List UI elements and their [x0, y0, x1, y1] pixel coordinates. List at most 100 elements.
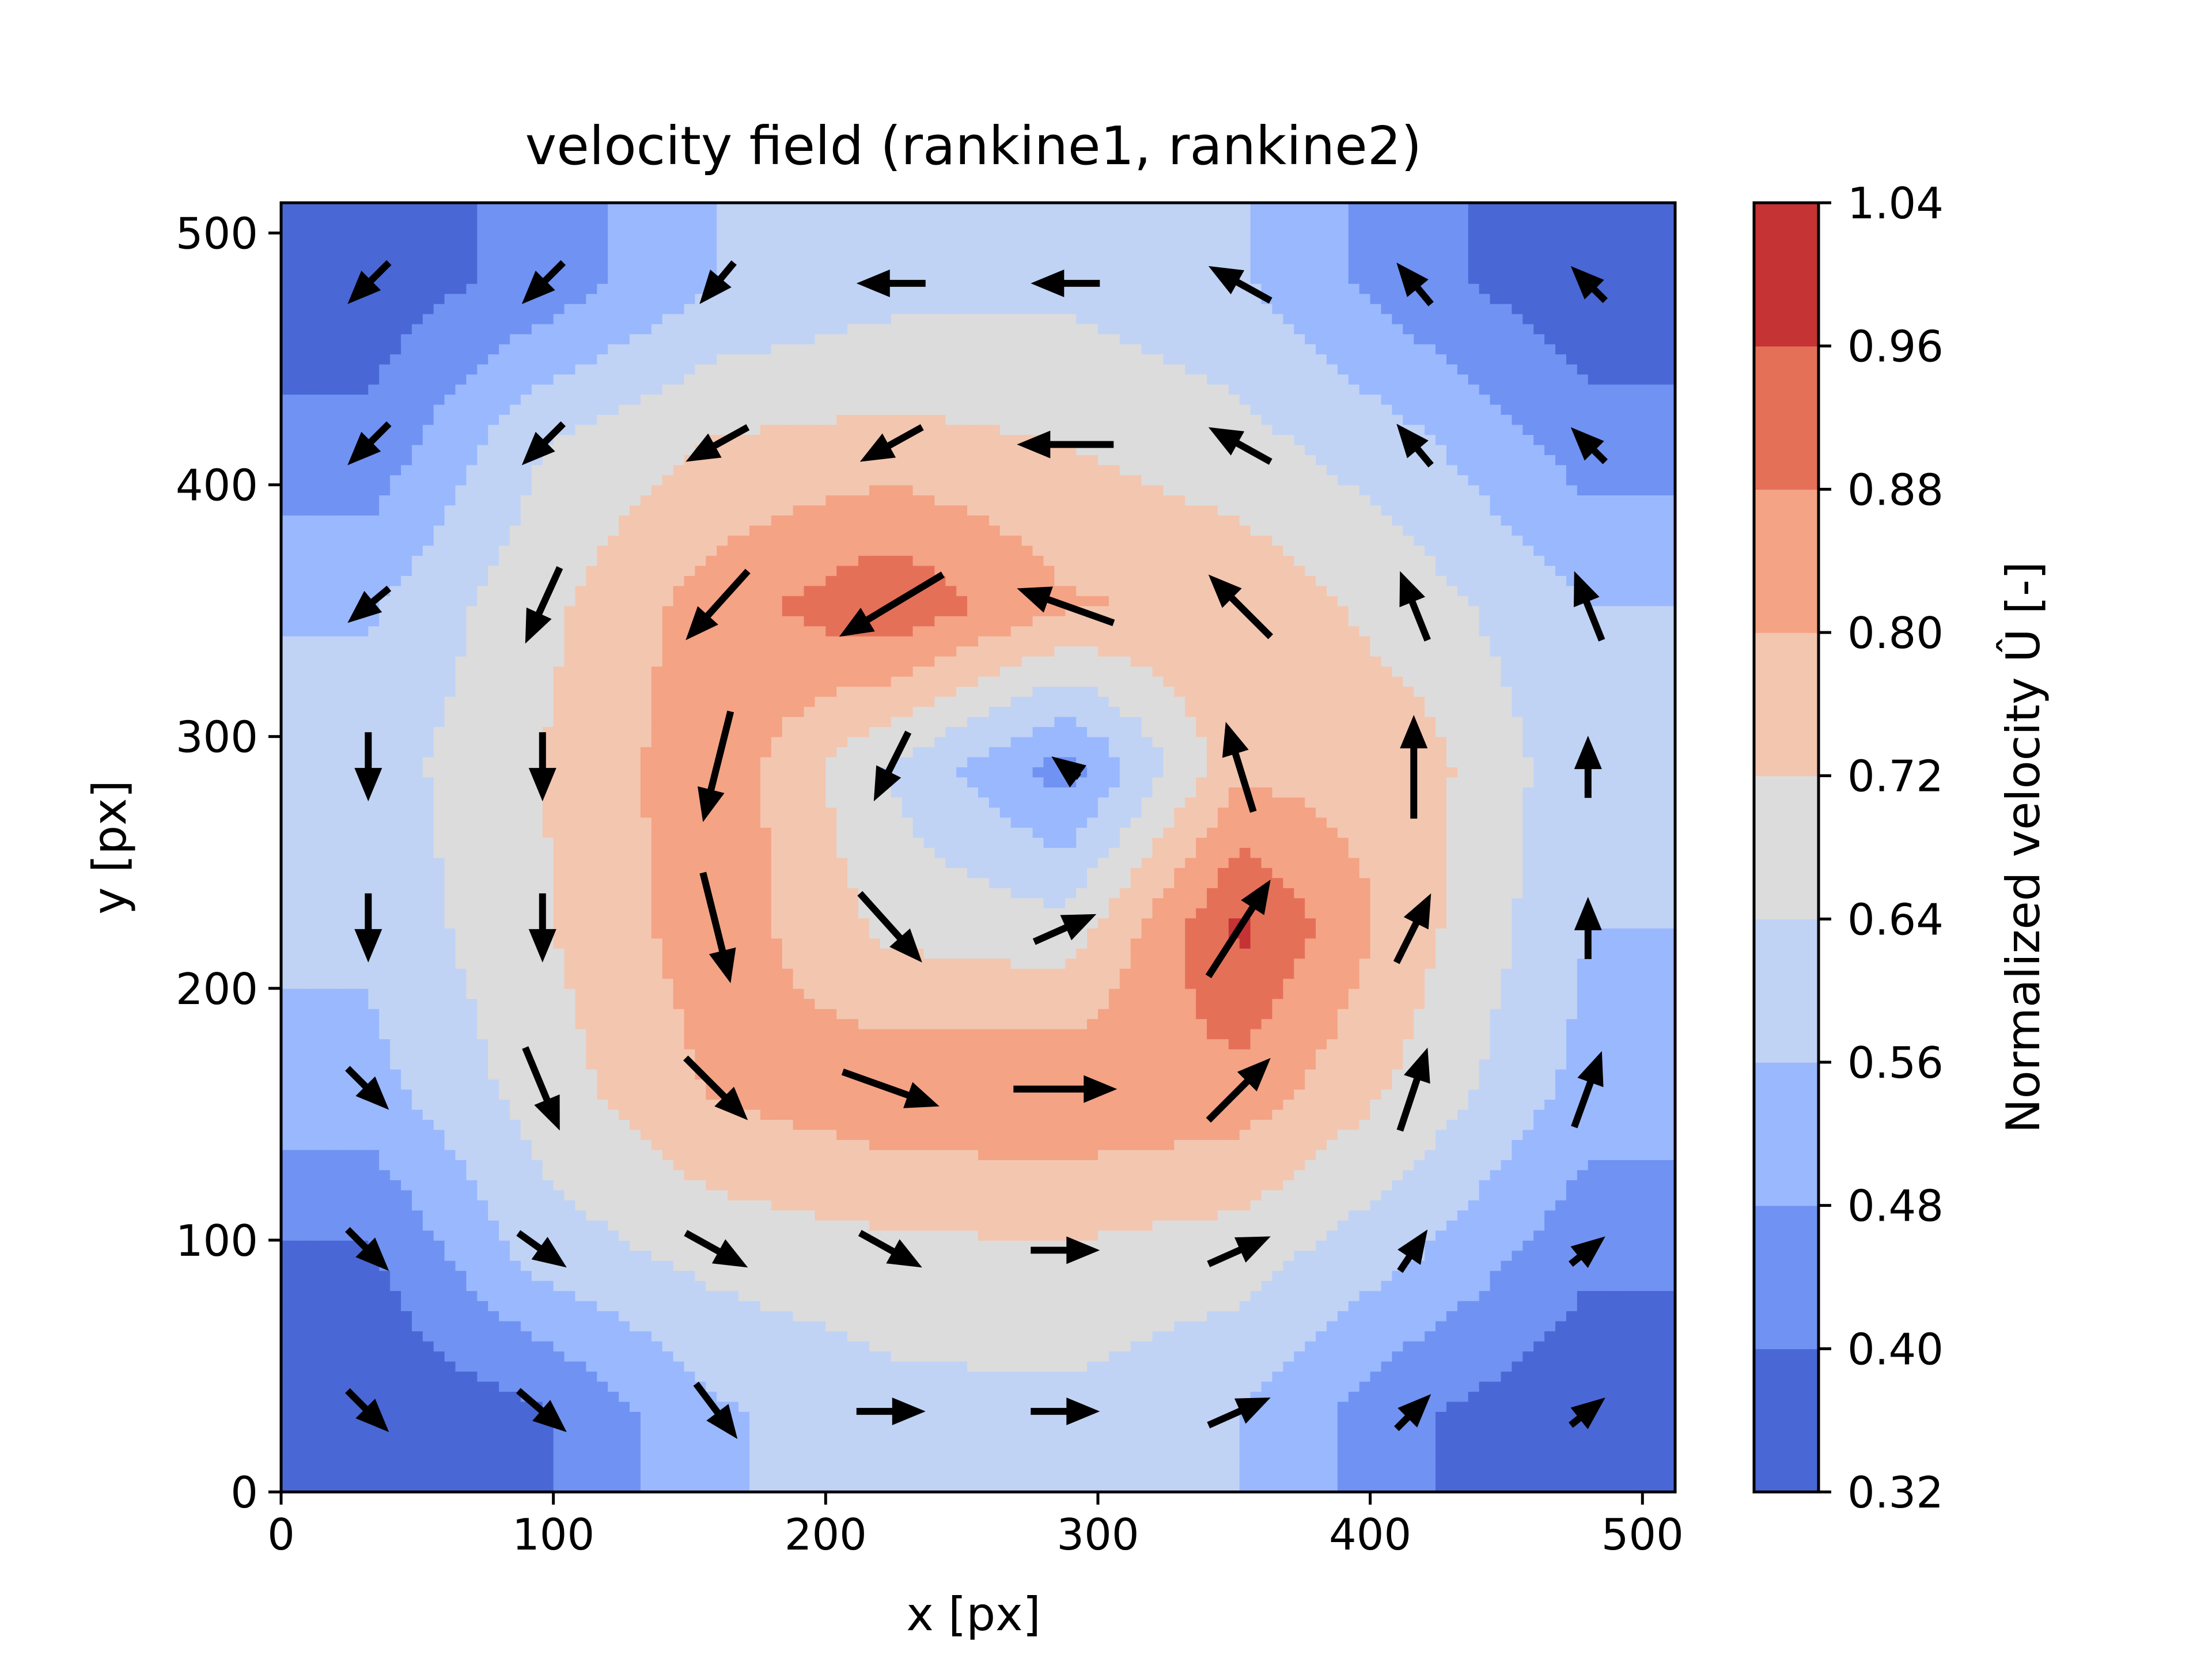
contour-cell — [1620, 1442, 1632, 1452]
contour-cell — [1218, 1170, 1229, 1180]
contour-cell — [1043, 1381, 1055, 1392]
contour-cell — [1272, 1361, 1283, 1372]
contour-cell — [1631, 1422, 1643, 1432]
contour-cell — [499, 1130, 510, 1140]
contour-cell — [913, 1452, 925, 1462]
contour-cell — [401, 1180, 412, 1190]
contour-cell — [1566, 1130, 1578, 1140]
contour-cell — [934, 1351, 946, 1361]
contour-cell — [1098, 1472, 1109, 1482]
contour-cell — [1098, 1139, 1109, 1150]
contour-cell — [684, 1260, 696, 1271]
contour-cell — [597, 1119, 608, 1130]
contour-cell — [1588, 1431, 1600, 1442]
contour-cell — [1359, 1301, 1371, 1311]
contour-cell — [717, 1210, 728, 1220]
contour-cell — [368, 1431, 380, 1442]
contour-cell — [869, 1099, 881, 1109]
contour-cell — [565, 1160, 576, 1170]
contour-cell — [695, 1402, 706, 1412]
contour-cell — [1316, 1270, 1327, 1281]
contour-cell — [847, 1331, 859, 1341]
contour-cell — [1642, 1431, 1654, 1442]
contour-cell — [292, 1099, 304, 1109]
contour-cell — [390, 1321, 402, 1331]
contour-cell — [749, 1260, 761, 1271]
contour-cell — [673, 1310, 685, 1321]
contour-cell — [1425, 1109, 1436, 1120]
contour-cell — [1153, 1452, 1164, 1462]
contour-cell — [1653, 1331, 1665, 1341]
contour-cell — [1414, 1190, 1425, 1200]
contour-cell — [728, 1331, 739, 1341]
contour-cell — [1142, 1402, 1153, 1412]
contour-cell — [1207, 1341, 1218, 1351]
contour-cell — [1468, 1301, 1480, 1311]
contour-cell — [836, 1270, 848, 1281]
contour-cell — [989, 1130, 1001, 1140]
contour-cell — [292, 1301, 304, 1311]
contour-cell — [1501, 1281, 1513, 1291]
contour-cell — [1599, 1452, 1611, 1462]
contour-cell — [880, 1109, 892, 1120]
contour-cell — [760, 1281, 772, 1291]
contour-cell — [1163, 1190, 1175, 1200]
contour-cell — [934, 1462, 946, 1472]
contour-cell — [357, 1099, 369, 1109]
contour-cell — [565, 1139, 576, 1150]
contour-cell — [880, 1190, 892, 1200]
contour-cell — [368, 1290, 380, 1301]
contour-cell — [1251, 1270, 1262, 1281]
contour-cell — [325, 1170, 336, 1180]
contour-cell — [1446, 1160, 1458, 1170]
contour-cell — [1338, 1281, 1349, 1291]
contour-cell — [1022, 1200, 1033, 1210]
contour-cell — [1512, 1472, 1523, 1482]
contour-cell — [1435, 1270, 1447, 1281]
contour-cell — [1316, 1260, 1327, 1271]
contour-cell — [695, 1472, 706, 1482]
contour-cell — [499, 1230, 510, 1240]
contour-cell — [1054, 1260, 1066, 1271]
contour-cell — [1599, 1270, 1611, 1281]
contour-cell — [521, 1220, 532, 1230]
contour-cell — [760, 1422, 772, 1432]
contour-cell — [608, 1160, 619, 1170]
contour-cell — [836, 1099, 848, 1109]
contour-cell — [336, 1099, 347, 1109]
contour-cell — [1544, 1301, 1556, 1311]
contour-cell — [357, 1139, 369, 1150]
contour-cell — [1435, 1391, 1447, 1402]
contour-cell — [1000, 1310, 1012, 1321]
contour-cell — [1631, 1150, 1643, 1160]
contour-cell — [1435, 1180, 1447, 1190]
contour-cell — [684, 1139, 696, 1150]
contour-cell — [1033, 1170, 1044, 1180]
contour-cell — [662, 1321, 674, 1331]
contour-cell — [945, 1301, 957, 1311]
contour-cell — [1468, 1250, 1480, 1260]
contour-cell — [793, 1462, 805, 1472]
contour-cell — [1109, 1351, 1120, 1361]
contour-cell — [423, 1431, 434, 1442]
contour-cell — [281, 1452, 293, 1462]
contour-cell — [782, 1351, 794, 1361]
contour-cell — [554, 1321, 565, 1331]
contour-cell — [1076, 1170, 1088, 1180]
contour-cell — [1153, 1160, 1164, 1170]
contour-cell — [499, 1371, 510, 1381]
contour-cell — [1327, 1431, 1338, 1442]
contour-cell — [673, 1431, 685, 1442]
contour-cell — [1631, 1310, 1643, 1321]
contour-cell — [858, 1130, 870, 1140]
contour-cell — [336, 1210, 347, 1220]
contour-cell — [401, 1099, 412, 1109]
contour-cell — [1349, 1099, 1360, 1109]
contour-cell — [1544, 1240, 1556, 1251]
contour-cell — [978, 1109, 990, 1120]
contour-cell — [1555, 1220, 1567, 1230]
contour-cell — [1174, 1160, 1185, 1170]
contour-cell — [1512, 1310, 1523, 1321]
contour-cell — [554, 1210, 565, 1220]
contour-cell — [1599, 1119, 1611, 1130]
